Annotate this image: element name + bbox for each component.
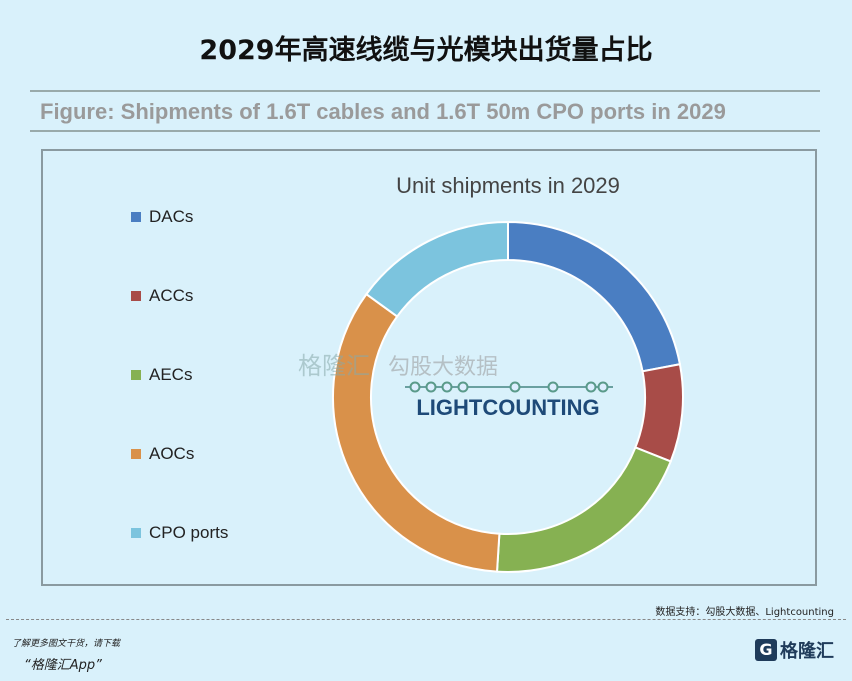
source-note: 数据支持：勾股大数据、Lightcounting bbox=[655, 607, 834, 618]
legend-swatch bbox=[131, 449, 141, 459]
legend-label: ACCs bbox=[149, 286, 194, 305]
legend-label: DACs bbox=[149, 207, 194, 226]
legend-label: AOCs bbox=[149, 444, 195, 463]
divider bbox=[6, 619, 846, 620]
watermark: 格隆汇 勾股大数据 bbox=[298, 352, 498, 380]
logo-dot bbox=[597, 381, 609, 393]
donut-slice-aocs bbox=[332, 292, 501, 573]
legend-swatch bbox=[131, 212, 141, 222]
legend-label: AECs bbox=[149, 365, 193, 384]
logo-dot bbox=[547, 381, 559, 393]
legend-item: CPO ports bbox=[131, 523, 228, 543]
donut-chart: Unit shipments in 2029 格隆汇 勾股大数据 LIGHTCO… bbox=[298, 173, 684, 573]
chart-title: Unit shipments in 2029 bbox=[396, 173, 620, 198]
main-title: 2029年高速线缆与光模块出货量占比 bbox=[199, 35, 653, 66]
logo-dot bbox=[441, 381, 453, 393]
logo-dot bbox=[509, 381, 521, 393]
legend-item: AECs bbox=[131, 365, 192, 385]
lightcounting-logo: LIGHTCOUNTING bbox=[405, 386, 613, 420]
logo-g-icon: G bbox=[755, 639, 777, 661]
promo-line-1: 了解更多图文干货，请下载 bbox=[12, 639, 121, 649]
promo-line-2: “格隆汇App” bbox=[24, 658, 102, 673]
donut-slice-cpo-ports bbox=[365, 220, 509, 318]
figure-caption: Figure: Shipments of 1.6T cables and 1.6… bbox=[30, 90, 820, 132]
logo-text: 格隆汇 bbox=[780, 641, 834, 662]
legend-item: AOCs bbox=[131, 444, 194, 464]
legend-swatch bbox=[131, 528, 141, 538]
legend-item: DACs bbox=[131, 207, 193, 227]
logo-dot bbox=[585, 381, 597, 393]
logo-dot bbox=[425, 381, 437, 393]
logo-dot bbox=[457, 381, 469, 393]
chart-box: Unit shipments in 2029 格隆汇 勾股大数据 LIGHTCO… bbox=[41, 149, 817, 586]
donut-slice-aecs bbox=[495, 446, 673, 573]
legend-swatch bbox=[131, 370, 141, 380]
watermark-brand: 格隆汇 bbox=[298, 352, 370, 380]
legend-label: CPO ports bbox=[149, 523, 229, 542]
legend-item: ACCs bbox=[131, 286, 193, 306]
logo-dot bbox=[409, 381, 421, 393]
gelonghui-logo: G 格隆汇 bbox=[755, 637, 834, 663]
watermark-data: 勾股大数据 bbox=[388, 355, 498, 380]
donut-slice-dacs bbox=[507, 220, 682, 373]
donut-slice-accs bbox=[634, 363, 684, 463]
lightcounting-text: LIGHTCOUNTING bbox=[416, 395, 599, 420]
legend-swatch bbox=[131, 291, 141, 301]
